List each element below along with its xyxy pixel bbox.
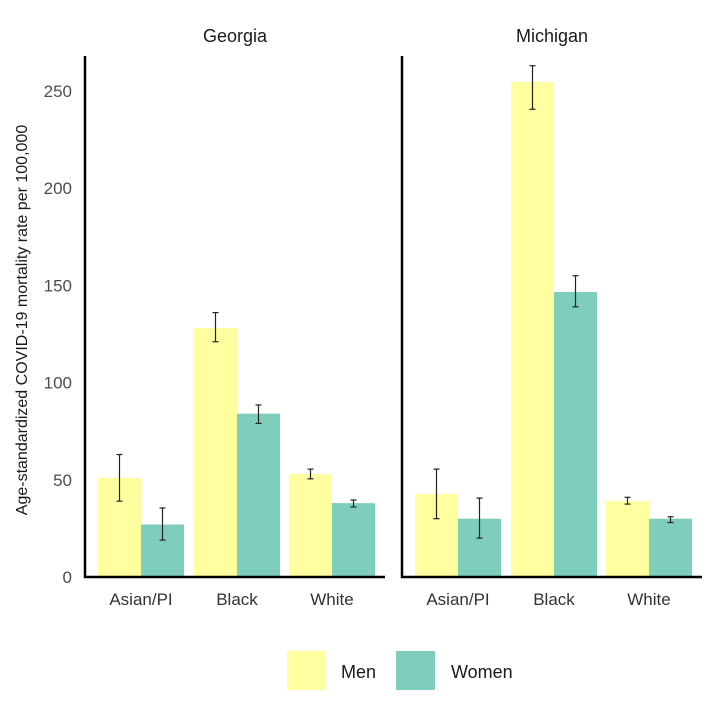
x-tick-label: Asian/PI	[426, 590, 489, 609]
bar-women-white	[649, 518, 692, 577]
x-tick-label: Black	[216, 590, 258, 609]
legend-swatch-men	[287, 651, 326, 690]
error-bar	[116, 453, 123, 502]
panel-title: Michigan	[516, 26, 588, 46]
panels: Georgia Asian/PI Black White Michigan Asian/P…	[83, 26, 702, 609]
panel-georgia: Georgia Asian/PI Black White	[83, 26, 385, 609]
error-bar	[307, 468, 314, 480]
x-tick-label: Black	[533, 590, 575, 609]
x-tick-label: White	[310, 590, 353, 609]
error-bar	[476, 497, 483, 539]
bar-men-white	[289, 473, 332, 577]
y-tick-label: 200	[44, 179, 72, 198]
y-tick-label: 150	[44, 276, 72, 295]
error-bar	[350, 499, 357, 508]
y-tick-label: 0	[63, 568, 72, 587]
y-tick-label: 50	[53, 471, 72, 490]
legend-swatch-women	[396, 651, 435, 690]
error-bar	[159, 507, 166, 541]
error-bar	[212, 312, 219, 343]
bar-men-white	[606, 501, 649, 577]
panel-title: Georgia	[203, 26, 268, 46]
bar-men-black	[511, 82, 554, 577]
y-tick-label: 100	[44, 374, 72, 393]
error-bar	[624, 496, 631, 505]
x-tick-label: Asian/PI	[109, 590, 172, 609]
error-bar	[433, 468, 440, 520]
y-ticks: 0 50 100 150 200 250	[44, 82, 72, 587]
error-bar	[529, 65, 536, 110]
panel-michigan: Michigan Asian/PI Black White	[400, 26, 702, 609]
error-bar	[667, 516, 674, 524]
legend: Men Women	[287, 651, 513, 690]
bar-women-black	[554, 292, 597, 577]
bar-women-black	[237, 413, 280, 577]
bar-women-white	[332, 503, 375, 577]
bar-men-black	[194, 328, 237, 577]
error-bar	[255, 404, 262, 425]
y-tick-label: 250	[44, 82, 72, 101]
error-bar	[572, 275, 579, 308]
legend-label-women: Women	[451, 662, 513, 682]
legend-label-men: Men	[341, 662, 376, 682]
y-axis-label: Age-standardized COVID-19 mortality rate…	[14, 125, 31, 516]
x-tick-label: White	[627, 590, 670, 609]
